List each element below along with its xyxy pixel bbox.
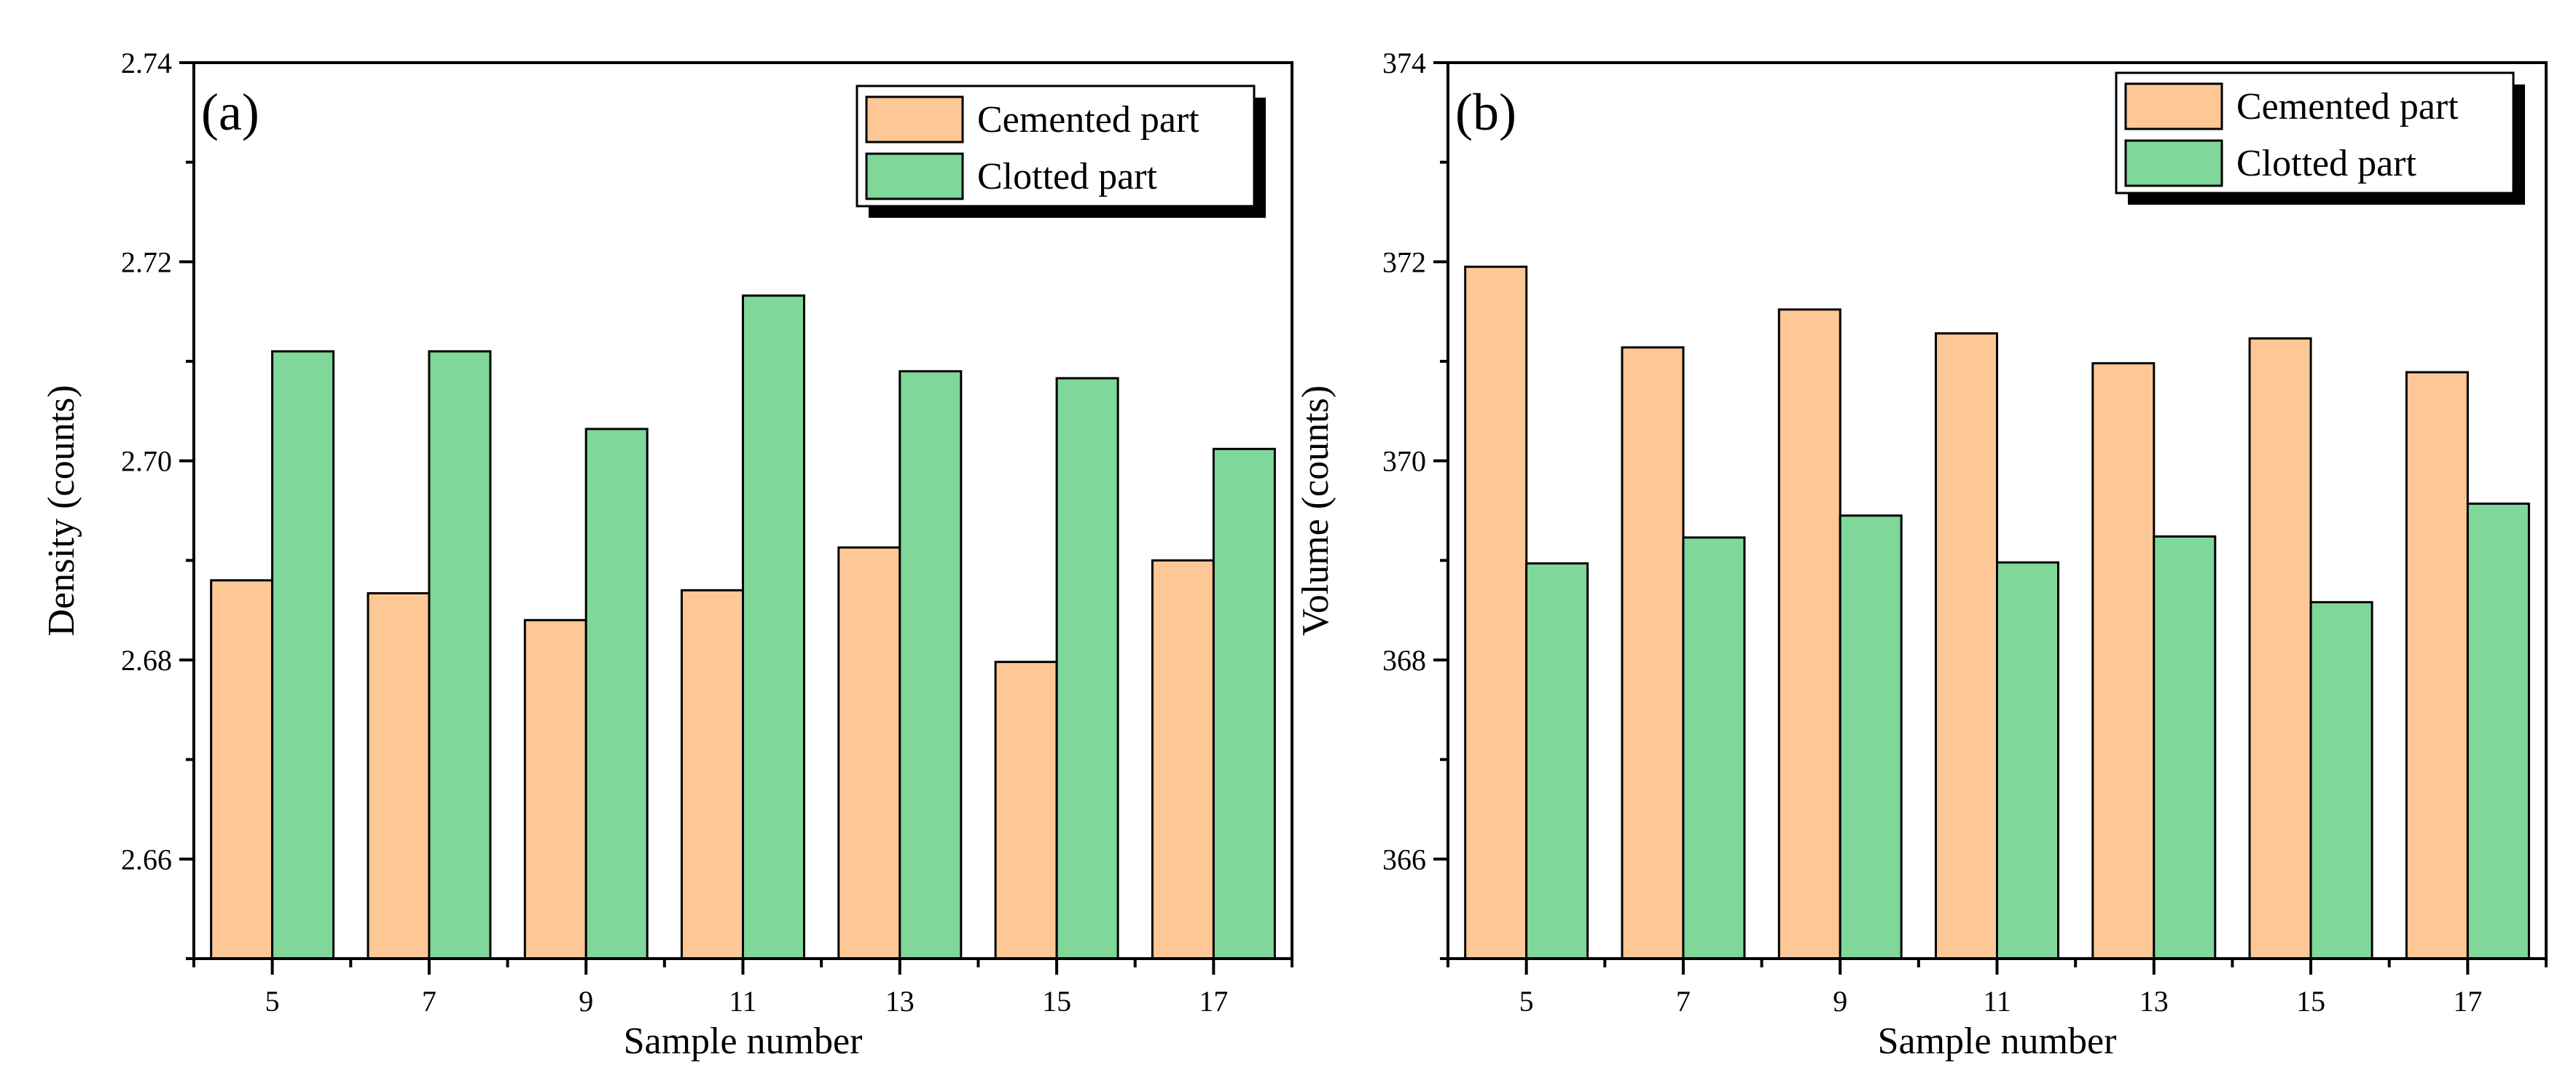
x-tick-label: 15 <box>2296 985 2325 1018</box>
y-tick-label: 2.66 <box>121 843 172 876</box>
x-tick-label: 9 <box>1833 985 1847 1018</box>
bar-clotted-13 <box>2153 535 2217 960</box>
x-tick-label: 13 <box>2140 985 2169 1018</box>
x-tick-label: 5 <box>265 985 280 1018</box>
bar-cemented-5 <box>1464 265 1528 960</box>
bar-cemented-7 <box>1621 346 1685 960</box>
legend-label-clotted: Clotted part <box>2236 143 2417 184</box>
bar-clotted-17 <box>2466 502 2530 960</box>
x-tick-label: 17 <box>2453 985 2482 1018</box>
panel-label: (a) <box>201 83 259 141</box>
legend-swatch-cemented <box>2124 82 2223 130</box>
bar-cemented-7 <box>367 591 431 960</box>
bar-clotted-9 <box>1839 514 1903 960</box>
bar-clotted-7 <box>1682 536 1746 960</box>
y-tick-label: 368 <box>1382 644 1426 677</box>
chart-panel-a: 2.66 2.68 2.70 2.72 2.74 5 7 9 11 13 15 17 Sample nu… <box>41 47 1293 1062</box>
y-tick-label: 2.68 <box>121 644 172 677</box>
bar-cemented-9 <box>523 618 587 960</box>
bar-cemented-13 <box>837 546 901 960</box>
x-tick-label: 17 <box>1199 985 1228 1018</box>
x-tick-label: 7 <box>422 985 436 1018</box>
bar-cemented-5 <box>210 579 274 960</box>
y-tick-label: 2.72 <box>121 245 172 278</box>
chart-panel-b: 366 368 370 372 374 5 7 9 11 13 15 17 Sample number V… <box>1295 47 2548 1062</box>
bar-clotted-11 <box>742 294 805 960</box>
bar-clotted-5 <box>271 350 335 960</box>
x-tick-label: 7 <box>1676 985 1691 1018</box>
bar-cemented-15 <box>994 661 1058 960</box>
bar-cemented-17 <box>1151 559 1215 960</box>
y-tick-label: 370 <box>1382 445 1426 478</box>
x-tick-label: 13 <box>885 985 915 1018</box>
x-tick-label: 5 <box>1519 985 1534 1018</box>
bar-clotted-17 <box>1212 447 1276 960</box>
legend-swatch-clotted <box>865 152 964 200</box>
legend-swatch-cemented <box>865 95 964 144</box>
legend-label-cemented: Cemented part <box>2236 86 2459 127</box>
x-tick-label: 11 <box>1983 985 2011 1018</box>
bar-cemented-11 <box>681 589 744 960</box>
bar-cemented-13 <box>2091 362 2156 960</box>
bar-clotted-11 <box>1996 561 2059 960</box>
bar-cemented-9 <box>1777 308 1841 960</box>
bar-clotted-15 <box>2309 601 2373 960</box>
bar-clotted-7 <box>428 350 492 960</box>
x-tick-label: 15 <box>1042 985 1071 1018</box>
y-tick-label: 366 <box>1382 843 1426 876</box>
bar-clotted-5 <box>1525 562 1589 960</box>
y-tick-label: 2.70 <box>121 445 172 478</box>
legend-label-cemented: Cemented part <box>977 99 1199 141</box>
x-tick-label: 9 <box>579 985 593 1018</box>
y-tick-label: 372 <box>1382 245 1426 278</box>
x-axis-title: Sample number <box>624 1021 863 1062</box>
bar-clotted-9 <box>584 428 649 960</box>
bar-cemented-17 <box>2405 371 2469 960</box>
panel-label: (b) <box>1455 83 1516 141</box>
bar-clotted-15 <box>1055 377 1119 960</box>
y-tick-label: 374 <box>1382 47 1426 79</box>
bar-cemented-11 <box>1935 332 1998 960</box>
y-tick-label: 2.74 <box>121 47 172 79</box>
y-axis-title: Density (counts) <box>41 385 82 636</box>
bar-cemented-15 <box>2248 337 2312 960</box>
legend-swatch-clotted <box>2124 139 2223 187</box>
x-axis-title: Sample number <box>1878 1021 2117 1062</box>
legend-label-clotted: Clotted part <box>977 156 1158 197</box>
bar-clotted-13 <box>899 370 963 960</box>
y-axis-title: Volume (counts) <box>1295 385 1336 636</box>
x-tick-label: 11 <box>729 985 757 1018</box>
